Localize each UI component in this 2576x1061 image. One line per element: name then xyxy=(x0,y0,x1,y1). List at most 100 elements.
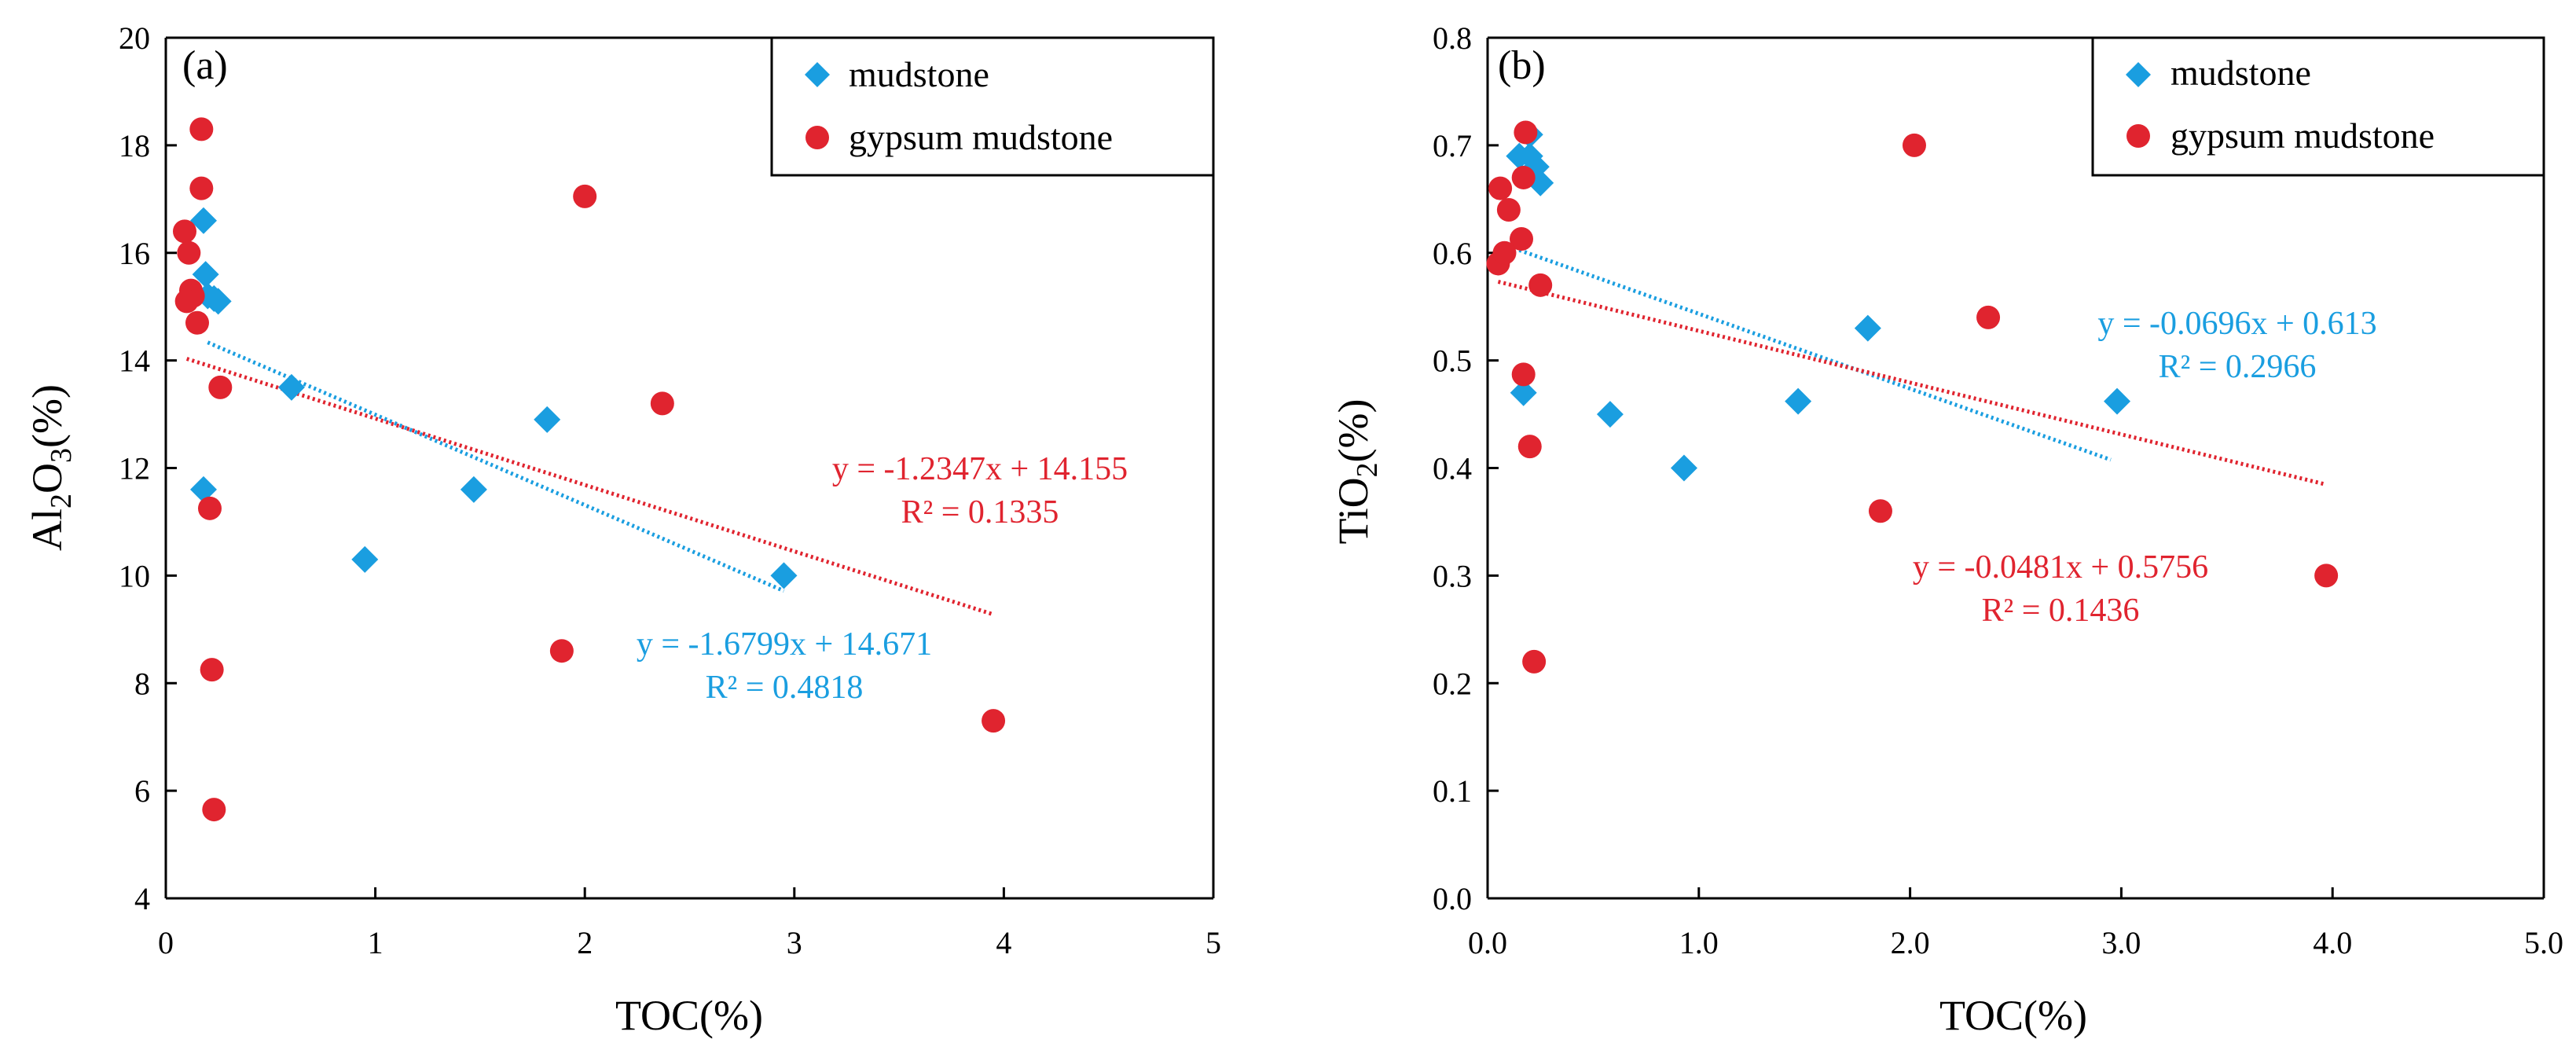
y-tick-label: 0.1 xyxy=(1433,773,1472,809)
data-point-mudstone xyxy=(351,545,379,573)
data-point-mudstone xyxy=(460,475,487,503)
chart-panel-b: 0.0 1.0 2.0 3.0 4.0 5.0 0.0 0.1 0.2 0.3 0.4 0.5 0.6 0… xyxy=(1330,20,2563,1039)
plot-marks xyxy=(1486,120,2339,674)
data-point-mudstone xyxy=(1785,387,1812,415)
data-point-gypsum-mudstone xyxy=(573,184,597,208)
data-point-gypsum-mudstone xyxy=(549,639,574,663)
equation-mudstone: y = -1.6799x + 14.671 xyxy=(637,626,932,663)
data-point-mudstone xyxy=(770,562,798,589)
data-point-gypsum-mudstone xyxy=(1868,499,1892,523)
legend-label-gypsum-mudstone: gypsum mudstone xyxy=(2171,116,2435,156)
x-tick-label: 4.0 xyxy=(2313,925,2352,960)
data-point-mudstone xyxy=(1510,379,1537,406)
plot-marks xyxy=(172,117,1006,822)
data-point-gypsum-mudstone xyxy=(197,496,222,520)
x-tick-label: 0 xyxy=(158,925,174,960)
data-point-mudstone xyxy=(534,406,561,433)
data-point-gypsum-mudstone xyxy=(200,658,224,682)
data-point-gypsum-mudstone xyxy=(2314,564,2339,588)
y-axis-title: TiO2(%) xyxy=(1330,398,1384,544)
data-point-gypsum-mudstone xyxy=(1528,273,1553,297)
y-tick-label: 0.2 xyxy=(1433,666,1472,701)
y-tick-label: 20 xyxy=(119,20,150,56)
legend-box xyxy=(770,36,1215,177)
equation-gypsum-mudstone: y = -1.2347x + 14.155 xyxy=(832,451,1128,487)
data-point-mudstone xyxy=(189,475,217,503)
x-tick-label: 5 xyxy=(1205,925,1221,960)
trendline-gypsum-mudstone xyxy=(185,357,994,617)
data-point-gypsum-mudstone xyxy=(185,310,209,335)
y-tick-label: 0.7 xyxy=(1433,128,1472,163)
data-point-mudstone xyxy=(1596,401,1624,428)
legend-marker-gypsum-mudstone xyxy=(2126,124,2150,148)
equation-mudstone: y = -0.0696x + 0.613 xyxy=(2097,306,2376,342)
r-squared-gypsum-mudstone: R² = 0.1335 xyxy=(901,494,1059,530)
y-tick-label: 0.0 xyxy=(1433,881,1472,916)
data-point-gypsum-mudstone xyxy=(202,798,226,822)
data-point-gypsum-mudstone xyxy=(1510,226,1534,251)
legend-label-mudstone: mudstone xyxy=(849,54,989,94)
y-tick-label: 0.6 xyxy=(1433,236,1472,271)
y-tick-label: 0.4 xyxy=(1433,451,1472,486)
y-tick-label: 0.5 xyxy=(1433,343,1472,379)
x-tick-label: 1 xyxy=(368,925,383,960)
panel-label: (b) xyxy=(1498,43,1546,88)
y-tick-label: 14 xyxy=(119,343,150,379)
r-squared-mudstone: R² = 0.4818 xyxy=(706,670,864,706)
x-tick-label: 3 xyxy=(787,925,802,960)
x-axis-title: TOC(%) xyxy=(615,992,763,1039)
data-point-gypsum-mudstone xyxy=(982,709,1006,733)
legend-label-gypsum-mudstone: gypsum mudstone xyxy=(849,117,1113,157)
data-point-mudstone xyxy=(1670,454,1697,482)
y-tick-label: 0.3 xyxy=(1433,558,1472,593)
x-tick-label: 3.0 xyxy=(2101,925,2141,960)
data-point-gypsum-mudstone xyxy=(1522,649,1547,674)
data-point-mudstone xyxy=(1854,314,1881,342)
data-point-gypsum-mudstone xyxy=(189,176,214,200)
r-squared-mudstone: R² = 0.2966 xyxy=(2159,349,2317,385)
x-tick-label: 4 xyxy=(996,925,1011,960)
trendline-gypsum-mudstone xyxy=(1497,280,2327,486)
legend: mudstone gypsum mudstone xyxy=(2091,36,2545,177)
data-point-gypsum-mudstone xyxy=(177,240,201,265)
equation-gypsum-mudstone: y = -0.0481x + 0.5756 xyxy=(1913,549,2208,586)
y-tick-label: 4 xyxy=(134,881,150,916)
y-tick-label: 16 xyxy=(119,236,150,271)
data-point-gypsum-mudstone xyxy=(1488,176,1513,200)
r-squared-gypsum-mudstone: R² = 0.1436 xyxy=(1982,593,2140,629)
legend-box xyxy=(2091,36,2545,177)
x-axis-title: TOC(%) xyxy=(1939,992,2087,1039)
data-point-gypsum-mudstone xyxy=(1496,198,1521,222)
data-point-gypsum-mudstone xyxy=(650,391,674,416)
data-point-mudstone xyxy=(189,207,217,234)
trendline-mudstone xyxy=(1518,248,2112,462)
y-axis-title: Al2O3(%) xyxy=(24,384,78,551)
data-point-mudstone xyxy=(277,373,305,401)
y-tick-label: 18 xyxy=(119,128,150,163)
legend: mudstone gypsum mudstone xyxy=(770,36,1215,177)
trendline-mudstone xyxy=(207,340,785,593)
data-point-gypsum-mudstone xyxy=(1514,120,1538,145)
axis-ticks: 0.0 1.0 2.0 3.0 4.0 5.0 0.0 0.1 0.2 0.3 0.4 0.5 0.6 0… xyxy=(1433,20,2563,960)
data-point-mudstone xyxy=(192,261,219,288)
data-point-gypsum-mudstone xyxy=(1517,435,1542,459)
data-point-gypsum-mudstone xyxy=(208,375,233,399)
y-tick-label: 8 xyxy=(134,666,150,701)
x-tick-label: 2 xyxy=(577,925,593,960)
y-tick-label: 6 xyxy=(134,773,150,809)
x-tick-label: 5.0 xyxy=(2524,925,2563,960)
legend-marker-mudstone xyxy=(2126,62,2151,87)
x-tick-label: 1.0 xyxy=(1679,925,1719,960)
panel-label: (a) xyxy=(182,43,228,88)
data-point-gypsum-mudstone xyxy=(1511,362,1536,387)
data-point-gypsum-mudstone xyxy=(174,289,199,314)
data-point-gypsum-mudstone xyxy=(1976,305,2001,329)
y-tick-label: 12 xyxy=(119,451,150,486)
data-point-mudstone xyxy=(204,288,232,315)
data-point-mudstone xyxy=(2104,387,2131,415)
x-tick-label: 0.0 xyxy=(1468,925,1507,960)
y-tick-label: 0.8 xyxy=(1433,20,1472,56)
